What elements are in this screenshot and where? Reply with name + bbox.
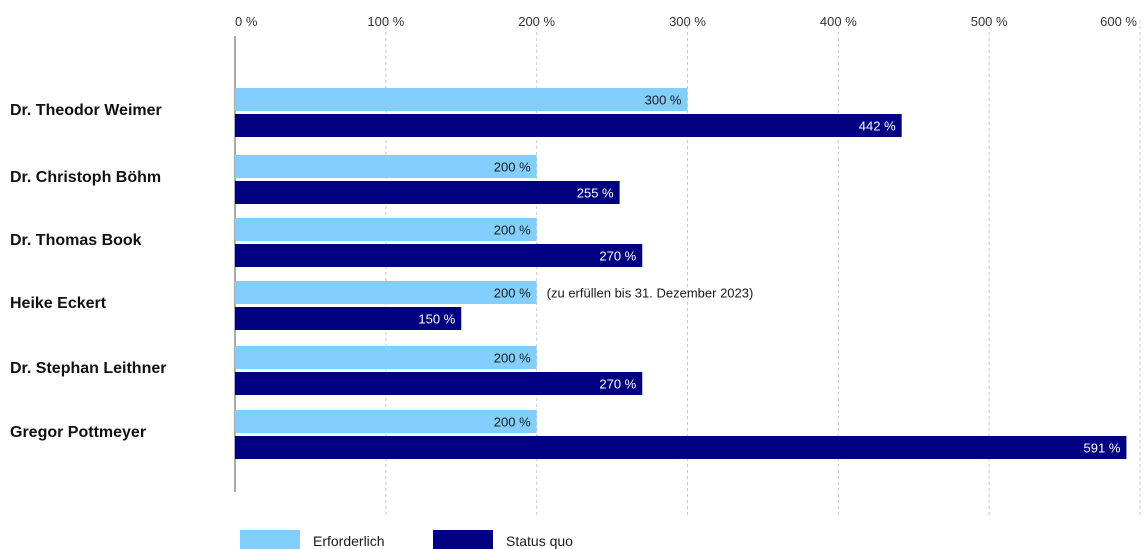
legend-swatch bbox=[240, 530, 300, 549]
bar-status-quo bbox=[235, 372, 643, 395]
category-label: Dr. Stephan Leithner bbox=[10, 360, 166, 377]
x-tick-label: 600 % bbox=[1100, 14, 1137, 29]
bar-status-quo bbox=[235, 244, 643, 267]
x-tick-label: 0 % bbox=[235, 14, 258, 29]
bar-value-label: 591 % bbox=[1084, 441, 1121, 456]
category-label: Dr. Christoph Böhm bbox=[10, 169, 161, 186]
annotation-note: (zu erfüllen bis 31. Dezember 2023) bbox=[547, 286, 754, 301]
bar-status-quo bbox=[235, 114, 902, 137]
bar-value-label: 200 % bbox=[494, 351, 531, 366]
x-tick-label: 400 % bbox=[820, 14, 857, 29]
bar-value-label: 200 % bbox=[494, 415, 531, 430]
x-tick-label: 100 % bbox=[367, 14, 404, 29]
bar-value-label: 300 % bbox=[645, 93, 682, 108]
bar-value-label: 150 % bbox=[418, 312, 455, 327]
bar-value-label: 255 % bbox=[577, 186, 614, 201]
category-label: Gregor Pottmeyer bbox=[10, 424, 146, 441]
x-tick-label: 200 % bbox=[518, 14, 555, 29]
legend-swatch bbox=[433, 530, 493, 549]
x-tick-label: 300 % bbox=[669, 14, 706, 29]
bar-value-label: 270 % bbox=[599, 249, 636, 264]
bar-value-label: 200 % bbox=[494, 286, 531, 301]
bar-erforderlich bbox=[235, 410, 537, 433]
bar-erforderlich bbox=[235, 281, 537, 304]
bar-value-label: 200 % bbox=[494, 160, 531, 175]
bar-status-quo bbox=[235, 307, 462, 330]
bar-erforderlich bbox=[235, 88, 688, 111]
bar-erforderlich bbox=[235, 346, 537, 369]
bar-value-label: 270 % bbox=[599, 377, 636, 392]
bar-erforderlich bbox=[235, 155, 537, 178]
x-tick-label: 500 % bbox=[971, 14, 1008, 29]
bar-status-quo bbox=[235, 436, 1127, 459]
category-label: Dr. Theodor Weimer bbox=[10, 102, 162, 119]
legend-label: Status quo bbox=[506, 533, 573, 549]
category-label: Dr. Thomas Book bbox=[10, 232, 142, 249]
bar-erforderlich bbox=[235, 218, 537, 241]
category-label: Heike Eckert bbox=[10, 295, 107, 312]
bar-value-label: 200 % bbox=[494, 223, 531, 238]
bar-value-label: 442 % bbox=[859, 119, 896, 134]
bar-status-quo bbox=[235, 181, 620, 204]
legend-label: Erforderlich bbox=[313, 533, 385, 549]
